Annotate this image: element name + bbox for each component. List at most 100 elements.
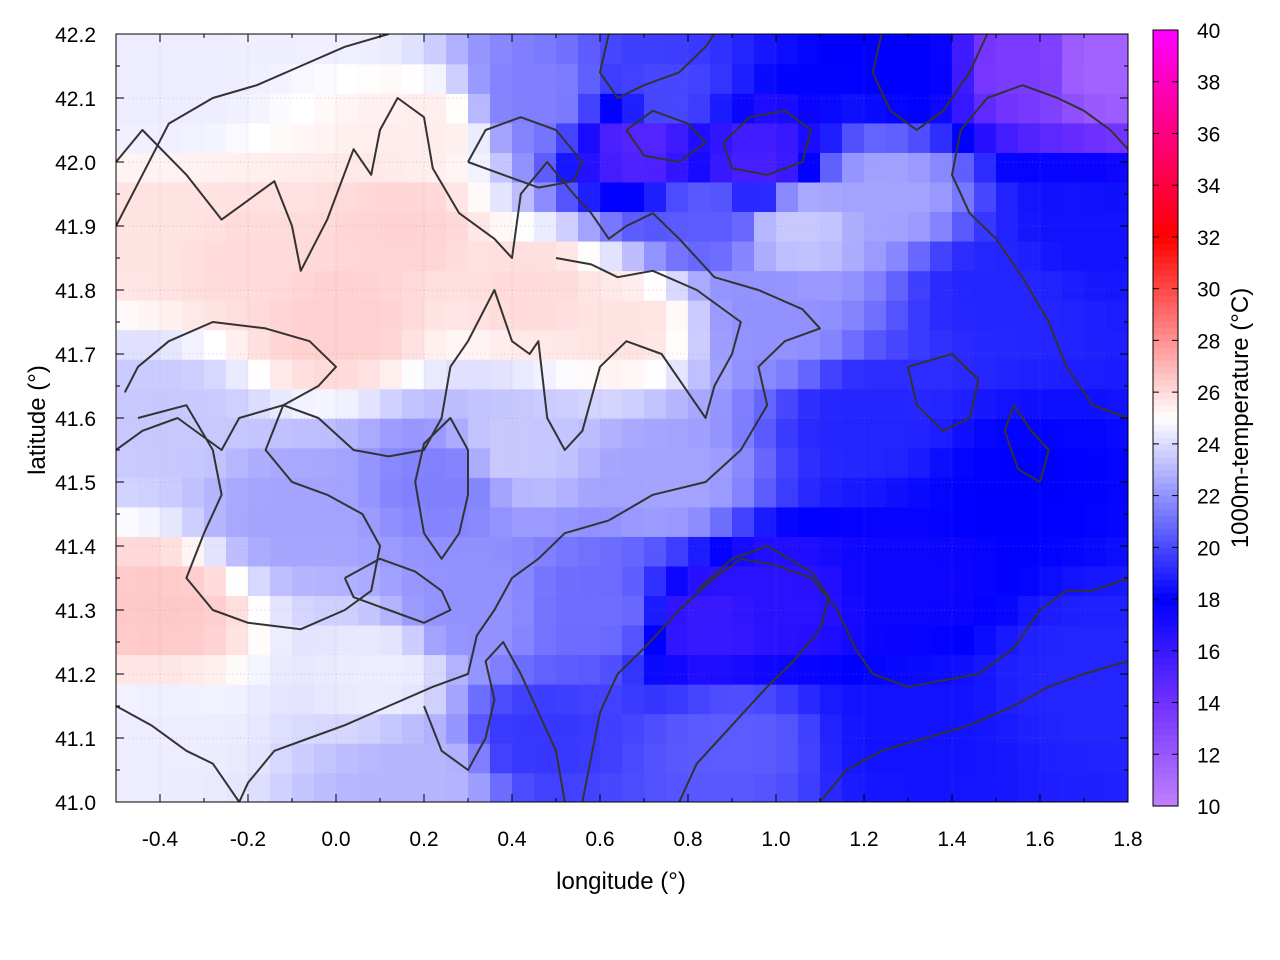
colorbar-segment <box>1153 799 1178 807</box>
heatmap-cell <box>1106 772 1128 802</box>
heatmap-cell <box>952 329 975 360</box>
heatmap-cell <box>622 477 645 508</box>
heatmap-cell <box>842 565 865 597</box>
heatmap-cell <box>1106 477 1128 508</box>
heatmap-cell <box>468 122 491 153</box>
heatmap-cell <box>842 34 865 65</box>
heatmap-cell <box>1018 299 1041 331</box>
heatmap-cell <box>688 358 711 390</box>
heatmap-cell <box>886 181 909 213</box>
colorbar-segment <box>1153 430 1178 438</box>
colorbar-segment <box>1153 715 1178 723</box>
heatmap-cell <box>732 654 755 685</box>
heatmap-cell <box>556 506 579 537</box>
heatmap-cell <box>556 34 579 65</box>
heatmap-cell <box>314 713 337 744</box>
heatmap-cell <box>446 595 469 626</box>
heatmap-cell <box>754 772 777 802</box>
heatmap-cell <box>270 93 293 124</box>
colorbar-segment <box>1153 295 1178 303</box>
colorbar-segment <box>1153 327 1178 335</box>
heatmap-cell <box>490 93 513 124</box>
heatmap-cell <box>930 388 953 419</box>
heatmap-cell <box>446 152 469 183</box>
colorbar-segment <box>1153 249 1178 257</box>
heatmap-cell <box>864 772 887 802</box>
heatmap-cell <box>820 358 843 390</box>
heatmap-cell <box>314 772 337 802</box>
heatmap-surface <box>116 34 1128 802</box>
heatmap-cell <box>556 240 579 272</box>
heatmap-cell <box>336 713 359 744</box>
heatmap-cell <box>864 595 887 626</box>
heatmap-cell <box>116 683 139 715</box>
heatmap-cell <box>644 772 667 802</box>
heatmap-cell <box>622 358 645 390</box>
heatmap-cell <box>116 211 139 242</box>
colorbar-segment <box>1153 321 1178 329</box>
heatmap-cell <box>160 122 183 153</box>
heatmap-cell <box>402 211 425 242</box>
heatmap-cell <box>996 772 1019 802</box>
heatmap-cell <box>908 181 931 213</box>
heatmap-cell <box>468 388 491 419</box>
heatmap-cell <box>864 654 887 685</box>
heatmap-cell <box>556 683 579 715</box>
colorbar-segment <box>1153 670 1178 678</box>
heatmap-cell <box>204 742 227 774</box>
heatmap-cell <box>490 34 513 65</box>
heatmap-cell <box>138 683 161 715</box>
heatmap-cell <box>292 624 315 656</box>
heatmap-cell <box>622 565 645 597</box>
heatmap-cell <box>182 654 205 685</box>
heatmap-cell <box>358 418 381 449</box>
heatmap-cell <box>842 63 865 94</box>
heatmap-cell <box>380 565 403 597</box>
heatmap-cell <box>908 477 931 508</box>
heatmap-cell <box>908 63 931 94</box>
heatmap-cell <box>468 506 491 537</box>
heatmap-cell <box>226 240 249 272</box>
colorbar-segment <box>1153 612 1178 620</box>
heatmap-cell <box>116 477 139 508</box>
heatmap-cell <box>908 683 931 715</box>
heatmap-cell <box>798 152 821 183</box>
heatmap-cell <box>138 595 161 626</box>
colorbar-segment <box>1153 81 1178 89</box>
heatmap-cell <box>204 506 227 537</box>
heatmap-cell <box>622 418 645 449</box>
heatmap-cell <box>864 181 887 213</box>
heatmap-cell <box>996 152 1019 183</box>
heatmap-cell <box>1062 240 1085 272</box>
heatmap-cell <box>754 713 777 744</box>
heatmap-cell <box>160 536 183 567</box>
heatmap-cell <box>776 536 799 567</box>
heatmap-cell <box>600 477 623 508</box>
heatmap-cell <box>776 624 799 656</box>
colorbar-segment <box>1153 515 1178 523</box>
heatmap-cell <box>380 329 403 360</box>
heatmap-cell <box>886 299 909 331</box>
colorbar-segment <box>1153 586 1178 594</box>
heatmap-cell <box>1084 122 1107 153</box>
heatmap-cell <box>798 388 821 419</box>
heatmap-cell <box>886 772 909 802</box>
heatmap-cell <box>358 624 381 656</box>
heatmap-cell <box>886 122 909 153</box>
heatmap-cell <box>358 299 381 331</box>
heatmap-cell <box>512 122 535 153</box>
heatmap-cell <box>886 240 909 272</box>
heatmap-cell <box>116 713 139 744</box>
heatmap-cell <box>270 418 293 449</box>
heatmap-cell <box>996 713 1019 744</box>
heatmap-cell <box>688 211 711 242</box>
heatmap-cell <box>842 240 865 272</box>
heatmap-cell <box>1018 447 1041 478</box>
colorbar-tick-label: 24 <box>1197 434 1221 457</box>
heatmap-cell <box>138 477 161 508</box>
colorbar-segment <box>1153 68 1178 76</box>
heatmap-cell <box>842 536 865 567</box>
heatmap-cell <box>1062 595 1085 626</box>
heatmap-cell <box>490 654 513 685</box>
heatmap-cell <box>996 270 1019 301</box>
